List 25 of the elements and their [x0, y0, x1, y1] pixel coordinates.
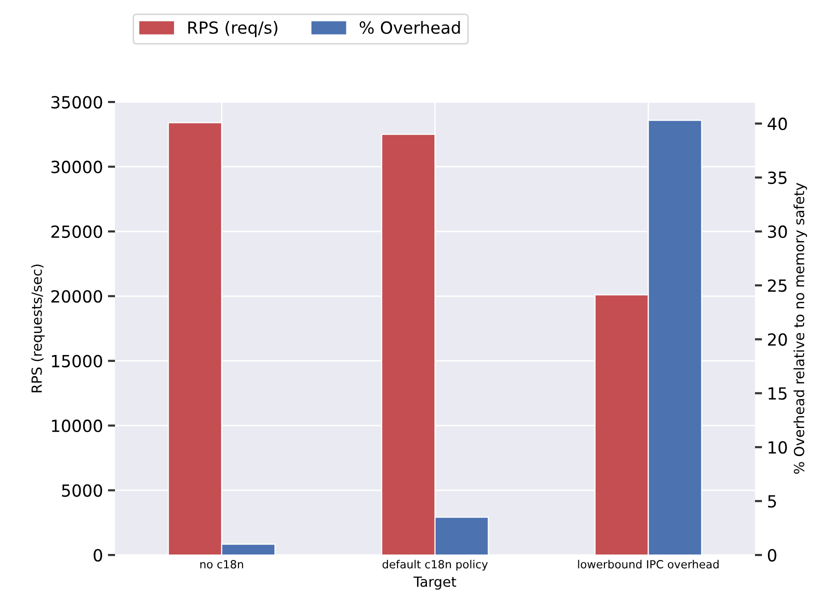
y2-tick-label: 10 — [768, 441, 787, 454]
legend-label: % Overhead — [360, 21, 460, 34]
y-tick-label: 5000 — [62, 484, 102, 497]
y2-tick-label: 20 — [768, 333, 787, 346]
y2-tick-label: 25 — [768, 279, 787, 292]
y-tick-label: 10000 — [52, 420, 102, 432]
y2-tick-label: 40 — [768, 118, 787, 130]
y2-tick-label: 35 — [768, 171, 787, 184]
y-tick-label: 20000 — [51, 290, 102, 303]
y-tick-label: 25000 — [51, 225, 102, 238]
y-tick-label: 35000 — [51, 96, 102, 109]
x-axis-title: Target — [413, 576, 456, 590]
y2-axis-title: % Overhead relative to no memory safety — [794, 182, 808, 474]
y2-tick-label: 5 — [768, 495, 776, 508]
y-axis-title: RPS (requests/sec) — [31, 264, 45, 392]
y-tick-label: 15000 — [52, 354, 102, 368]
y-tick-label: 30000 — [51, 160, 102, 174]
y-tick-label: 0 — [94, 548, 102, 562]
legend-label: RPS (req/s) — [188, 21, 278, 38]
y2-tick-label: 30 — [768, 225, 787, 238]
x-tick-label: no c18n — [200, 560, 244, 568]
y2-tick-label: 0 — [768, 548, 776, 562]
y2-tick-label: 15 — [768, 387, 787, 400]
x-tick-label: default c18n policy — [382, 560, 488, 571]
x-tick-label: lowerbound IPC overhead — [578, 560, 719, 568]
